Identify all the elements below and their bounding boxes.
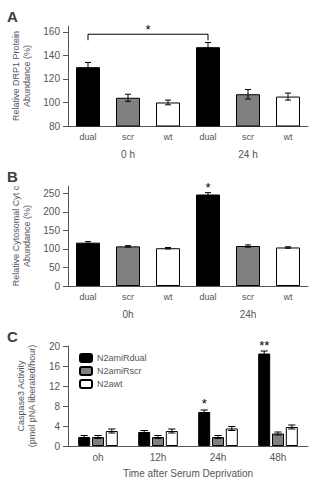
svg-text:12h: 12h (150, 452, 167, 463)
svg-text:*: * (202, 396, 207, 411)
svg-text:12: 12 (49, 381, 61, 392)
svg-text:scr: scr (122, 132, 134, 142)
svg-text:dual: dual (79, 292, 96, 302)
svg-text:150: 150 (43, 225, 60, 236)
svg-text:(pmol pNA liberated/hour): (pmol pNA liberated/hour) (27, 345, 37, 448)
svg-text:scr: scr (122, 292, 134, 302)
svg-text:Abundance (%): Abundance (%) (22, 205, 32, 267)
svg-text:50: 50 (49, 262, 61, 273)
svg-text:Caspase3 Activity: Caspase3 Activity (16, 360, 26, 432)
svg-text:250: 250 (43, 188, 60, 199)
svg-text:wt: wt (163, 292, 173, 302)
svg-text:*: * (205, 180, 210, 195)
svg-text:80: 80 (49, 121, 61, 132)
svg-text:wt: wt (163, 132, 173, 142)
svg-text:scr: scr (242, 132, 254, 142)
svg-text:16: 16 (49, 361, 61, 372)
svg-text:140: 140 (43, 50, 60, 61)
svg-text:48h: 48h (270, 452, 287, 463)
svg-text:20: 20 (49, 341, 61, 352)
svg-text:N2awt: N2awt (97, 379, 123, 389)
svg-text:0: 0 (54, 441, 60, 452)
svg-text:N2amiRscr: N2amiRscr (97, 366, 142, 376)
svg-text:*: * (145, 22, 150, 37)
svg-text:dual: dual (79, 132, 96, 142)
svg-text:N2amiRdual: N2amiRdual (97, 353, 147, 363)
svg-text:100: 100 (43, 243, 60, 254)
svg-text:B: B (7, 168, 18, 185)
svg-text:200: 200 (43, 206, 60, 217)
svg-text:24h: 24h (210, 452, 227, 463)
svg-text:A: A (7, 8, 18, 25)
svg-text:oh: oh (92, 452, 103, 463)
svg-text:4: 4 (54, 421, 60, 432)
svg-text:24 h: 24 h (238, 149, 257, 160)
svg-text:scr: scr (242, 292, 254, 302)
svg-text:Relative Cytosomal Cyt c: Relative Cytosomal Cyt c (11, 185, 21, 286)
svg-text:100: 100 (43, 97, 60, 108)
svg-text:Time after Serum Deprivation: Time after Serum Deprivation (123, 468, 253, 479)
svg-text:0h: 0h (122, 309, 133, 320)
svg-text:dual: dual (199, 132, 216, 142)
svg-text:24h: 24h (240, 309, 257, 320)
svg-text:160: 160 (43, 26, 60, 37)
svg-text:C: C (7, 328, 18, 345)
svg-text:120: 120 (43, 73, 60, 84)
svg-text:0: 0 (54, 281, 60, 292)
svg-text:dual: dual (199, 292, 216, 302)
svg-text:0 h: 0 h (121, 149, 135, 160)
svg-text:Relative DRP1 Protein: Relative DRP1 Protein (11, 31, 21, 121)
svg-text:8: 8 (54, 401, 60, 412)
svg-text:**: ** (259, 338, 269, 353)
svg-text:wt: wt (283, 292, 293, 302)
svg-text:wt: wt (283, 132, 293, 142)
svg-text:Abundance (%): Abundance (%) (22, 45, 32, 107)
